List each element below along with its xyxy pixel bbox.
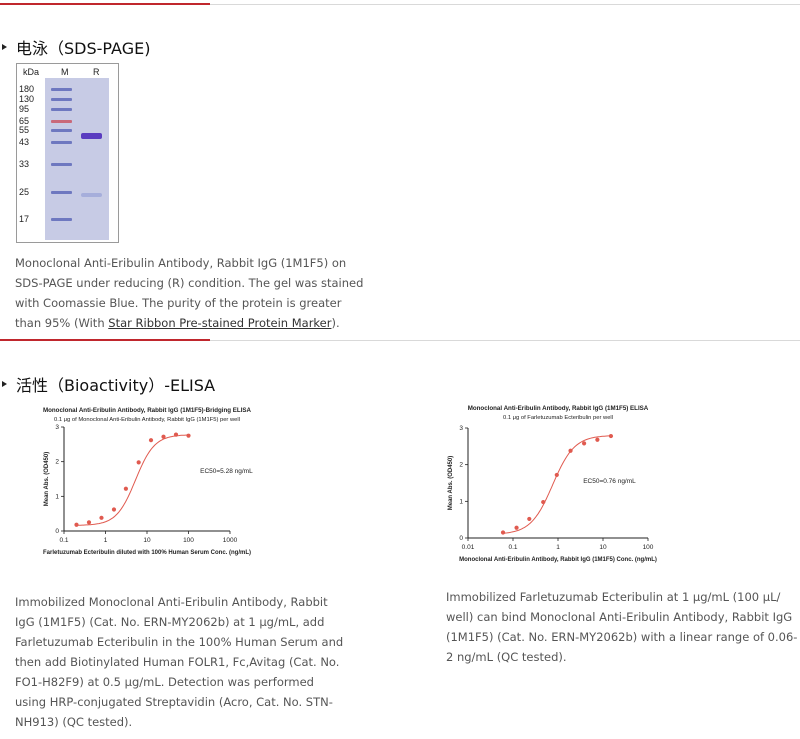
y-tick-label: 3 bbox=[55, 424, 59, 431]
marker-band bbox=[51, 108, 72, 111]
marker-band bbox=[51, 141, 72, 144]
x-tick-label: 0.1 bbox=[508, 544, 517, 551]
data-point bbox=[99, 515, 104, 520]
ec50-annotation: EC50=0.76 ng/mL bbox=[583, 478, 636, 485]
sample-heavy-chain-band bbox=[81, 133, 102, 139]
data-point bbox=[608, 433, 614, 439]
marker-band bbox=[51, 218, 72, 221]
marker-band bbox=[51, 163, 72, 166]
marker-band bbox=[51, 88, 72, 91]
data-point bbox=[541, 499, 546, 505]
chart-subtitle: 0.1 μg of Farletuzumab Ecteribulin per w… bbox=[503, 415, 613, 421]
bridging-elisa-chart: Monoclonal Anti-Eribulin Antibody, Rabbi… bbox=[43, 407, 253, 556]
data-point bbox=[173, 432, 179, 437]
elisa-caption: Immobilized Farletuzumab Ecteribulin at … bbox=[446, 590, 798, 664]
y-tick-label: 2 bbox=[459, 462, 463, 469]
data-point bbox=[86, 520, 92, 525]
x-tick-label: 10 bbox=[599, 544, 607, 551]
bridging-elisa-caption: Immobilized Monoclonal Anti-Eribulin Ant… bbox=[15, 595, 344, 729]
gel-marker-label: 33 bbox=[19, 159, 30, 169]
gel-lane-r-label: R bbox=[93, 67, 100, 77]
data-point bbox=[514, 525, 519, 530]
gel-marker-label: 180 bbox=[19, 84, 35, 94]
x-tick-label: 1000 bbox=[223, 537, 238, 544]
x-tick-label: 100 bbox=[643, 544, 654, 551]
y-tick-label: 1 bbox=[459, 498, 463, 505]
data-point bbox=[527, 516, 532, 522]
bullet-triangle-icon bbox=[2, 44, 7, 50]
marker-band bbox=[51, 129, 72, 132]
x-tick-label: 0.1 bbox=[59, 537, 68, 544]
sds-page-title: 电泳（SDS-PAGE) bbox=[16, 39, 151, 58]
star-ribbon-marker-link[interactable]: Star Ribbon Pre-stained Protein Marker bbox=[108, 316, 332, 330]
x-tick-label: 100 bbox=[183, 537, 194, 544]
top-divider bbox=[0, 3, 800, 5]
data-point bbox=[595, 437, 600, 442]
x-tick-label: 10 bbox=[143, 537, 151, 544]
x-tick-label: 1 bbox=[104, 537, 108, 544]
chart-title: Monoclonal Anti-Eribulin Antibody, Rabbi… bbox=[43, 407, 252, 414]
data-point bbox=[568, 448, 573, 453]
y-tick-label: 2 bbox=[55, 459, 59, 466]
marker-band bbox=[51, 191, 72, 194]
bullet-triangle-icon bbox=[2, 381, 7, 387]
data-point bbox=[500, 530, 506, 535]
sds-page-heading: 电泳（SDS-PAGE) bbox=[2, 35, 150, 59]
data-point bbox=[554, 472, 559, 478]
data-point bbox=[186, 433, 191, 438]
fit-curve bbox=[76, 434, 189, 526]
gel-marker-label: 130 bbox=[19, 94, 35, 104]
y-tick-label: 0 bbox=[55, 528, 59, 535]
sds-caption-text: Monoclonal Anti-Eribulin Antibody, Rabbi… bbox=[15, 256, 364, 330]
gel-kda-label: kDa bbox=[23, 67, 40, 77]
marker-band bbox=[51, 120, 72, 123]
data-point bbox=[123, 486, 128, 491]
y-axis-label: Mean Abs. (OD450) bbox=[448, 456, 454, 510]
chart-title: Monoclonal Anti-Eribulin Antibody, Rabbi… bbox=[468, 405, 649, 412]
y-tick-label: 1 bbox=[55, 493, 59, 500]
ec50-annotation: EC50=5.28 ng/mL bbox=[200, 468, 253, 475]
data-point bbox=[136, 460, 141, 465]
elisa-heading: 活性（Bioactivity）-ELISA bbox=[2, 372, 215, 396]
gel-marker-label: 43 bbox=[19, 137, 30, 147]
y-tick-label: 3 bbox=[459, 425, 463, 432]
x-tick-label: 1 bbox=[556, 544, 560, 551]
data-point bbox=[581, 441, 587, 446]
data-point bbox=[111, 507, 117, 512]
x-axis-label: Farletuzumab Ecteribulin diluted with 10… bbox=[43, 550, 251, 556]
gel-marker-label: 55 bbox=[19, 125, 30, 135]
top-divider-accent bbox=[0, 3, 210, 5]
marker-band bbox=[51, 98, 72, 101]
data-point bbox=[74, 522, 79, 527]
sds-page-caption: Monoclonal Anti-Eribulin Antibody, Rabbi… bbox=[15, 253, 365, 333]
sds-caption-tail: ). bbox=[331, 316, 340, 330]
gel-lane-m-label: M bbox=[61, 67, 69, 77]
sample-light-chain-band bbox=[81, 193, 102, 197]
data-point bbox=[148, 438, 154, 443]
sds-page-gel-image: kDa M R 180 130 95 65 55 43 33 25 17 bbox=[16, 63, 119, 243]
gel-marker-label: 95 bbox=[19, 104, 30, 114]
middle-divider bbox=[0, 339, 800, 341]
elisa-title: 活性（Bioactivity）-ELISA bbox=[16, 376, 216, 395]
gel-marker-label: 25 bbox=[19, 187, 30, 197]
gel-marker-label: 17 bbox=[19, 214, 30, 224]
x-tick-label: 0.01 bbox=[462, 544, 475, 551]
elisa-chart: Monoclonal Anti-Eribulin Antibody, Rabbi… bbox=[448, 405, 657, 563]
gel-marker-label: 65 bbox=[19, 116, 30, 126]
chart-subtitle: 0.1 μg of Monoclonal Anti-Eribulin Antib… bbox=[54, 417, 240, 423]
x-axis-label: Monoclonal Anti-Eribulin Antibody, Rabbi… bbox=[459, 557, 657, 563]
y-axis-label: Mean Abs. (OD450) bbox=[44, 452, 50, 506]
data-point bbox=[161, 434, 166, 439]
gel-lanes bbox=[45, 78, 109, 240]
middle-divider-accent bbox=[0, 339, 210, 341]
y-tick-label: 0 bbox=[459, 535, 463, 542]
